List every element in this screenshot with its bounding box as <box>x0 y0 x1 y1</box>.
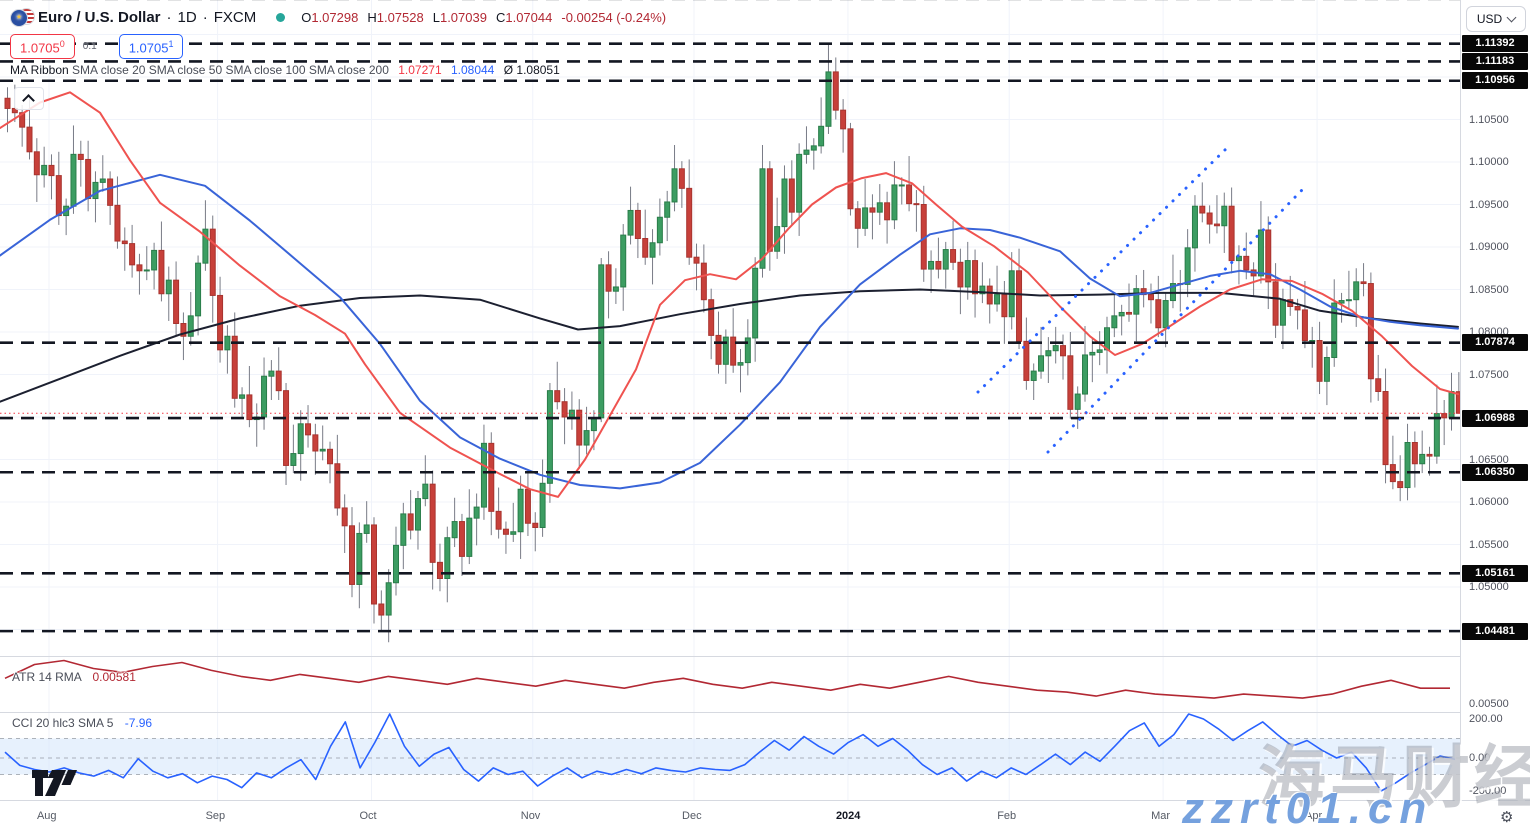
price-scale[interactable]: 1.10500 1.10000 1.09500 1.09000 1.08500 1.080… <box>1460 0 1530 800</box>
price-level-badge[interactable]: 1.11392 <box>1462 35 1528 53</box>
time-axis-label: Dec <box>682 810 702 822</box>
price-tick: 1.10500 <box>1469 113 1509 126</box>
price-level-badge[interactable]: 1.06350 <box>1462 463 1528 481</box>
price-tick: 1.09000 <box>1469 241 1509 253</box>
cci-axis-tick: -200.00 <box>1469 785 1507 797</box>
alert-gap-label: 0.1 <box>82 41 97 53</box>
alert-price-chip-blue[interactable]: 1.07051 <box>118 34 184 60</box>
timeframe-label[interactable]: 1D <box>177 8 197 26</box>
time-axis-label: Aug <box>36 810 57 822</box>
chevron-up-icon <box>22 94 35 107</box>
ma-ribbon-name[interactable]: MA Ribbon <box>10 63 69 77</box>
watermark-site-url: zzrt01.cn <box>1182 784 1434 833</box>
pane-separator-atr[interactable] <box>0 656 1530 657</box>
pane-separator-cci[interactable] <box>0 712 1530 713</box>
high-value: 1.07528 <box>376 9 424 25</box>
chart-canvas[interactable] <box>0 0 1460 800</box>
price-level-badge[interactable]: 1.07874 <box>1462 334 1528 352</box>
price-tick: 1.06500 <box>1469 453 1509 466</box>
separator-dot: · <box>166 8 172 26</box>
atr-label[interactable]: ATR 14 RMA <box>12 670 82 684</box>
cci-axis-tick: 200.00 <box>1469 713 1503 725</box>
symbol-flag-icon: ★ <box>10 8 35 27</box>
price-tick: 1.08500 <box>1469 283 1509 296</box>
gear-icon[interactable]: ⚙ <box>1500 809 1514 826</box>
time-axis-label: Oct <box>359 810 377 822</box>
price-level-badge[interactable]: 1.10956 <box>1462 72 1528 90</box>
price-tick: 1.09500 <box>1469 198 1509 211</box>
low-value: 1.07039 <box>439 9 487 25</box>
atr-value: 0.00581 <box>92 670 136 684</box>
time-axis-label: Nov <box>520 810 541 822</box>
ma-ribbon-params: SMA close 20 SMA close 50 SMA close 100 … <box>72 63 389 77</box>
cci-legend[interactable]: CCI 20 hlc3 SMA 5 -7.96 <box>12 716 152 730</box>
price-level-badge[interactable]: 1.05161 <box>1462 564 1528 582</box>
ma-ribbon-legend[interactable]: MA Ribbon SMA close 20 SMA close 50 SMA … <box>10 63 560 77</box>
chevron-down-icon <box>1506 12 1517 23</box>
open-value: 1.07298 <box>311 9 359 25</box>
exchange-label: FXCM <box>213 8 257 26</box>
legend-collapse-button[interactable] <box>14 87 44 110</box>
change-value: -0.00254 (-0.24%) <box>561 9 667 25</box>
market-status-icon[interactable] <box>276 12 286 22</box>
ma-value-blue: 1.08044 <box>450 63 495 77</box>
price-tick: 1.10000 <box>1469 156 1509 168</box>
time-axis-label: Apr <box>1305 810 1323 822</box>
time-axis-label: Feb <box>997 810 1017 822</box>
price-tick: 1.07500 <box>1469 368 1509 381</box>
atr-axis-tick: 0.00500 <box>1469 698 1509 710</box>
tradingview-logo[interactable] <box>30 768 80 798</box>
time-axis-label: Mar <box>1151 810 1171 822</box>
alert-row: 1.07050 0.1 1.07051 <box>10 34 184 60</box>
price-tick: 1.05000 <box>1469 581 1509 593</box>
cci-value: -7.96 <box>124 716 153 730</box>
price-level-badge[interactable]: 1.11183 <box>1462 52 1528 70</box>
cci-axis-tick: 0.00 <box>1469 752 1491 764</box>
atr-legend[interactable]: ATR 14 RMA 0.00581 <box>12 670 136 684</box>
ma-value-average: Ø 1.08051 <box>503 63 560 77</box>
separator-dot: · <box>202 8 208 26</box>
cci-label[interactable]: CCI 20 hlc3 SMA 5 <box>12 716 114 730</box>
currency-selector[interactable]: USD <box>1466 6 1526 32</box>
price-tick: 1.05500 <box>1469 538 1509 551</box>
symbol-header[interactable]: ★ Euro / U.S. Dollar · 1D · FXCM O1.0729… <box>10 8 667 27</box>
ohlc-readout: O1.07298 H1.07528 L1.07039 C1.07044 -0.0… <box>301 9 667 25</box>
time-axis[interactable]: Aug Sep Oct Nov Dec 2024 Feb Mar Apr <box>0 800 1530 833</box>
close-value: 1.07044 <box>505 9 553 25</box>
price-level-badge[interactable]: 1.04481 <box>1462 622 1528 640</box>
currency-label: USD <box>1476 12 1503 26</box>
price-level-badge[interactable]: 1.06988 <box>1462 409 1528 427</box>
symbol-name[interactable]: Euro / U.S. Dollar <box>38 8 161 26</box>
ma-value-red: 1.07271 <box>398 63 442 77</box>
alert-price-chip-red[interactable]: 1.07050 <box>10 34 75 60</box>
watermark-chinese: 海马财经 <box>1258 739 1530 818</box>
time-axis-label: Sep <box>205 810 226 822</box>
time-axis-label: 2024 <box>835 810 861 822</box>
price-tick: 1.06000 <box>1469 496 1509 508</box>
